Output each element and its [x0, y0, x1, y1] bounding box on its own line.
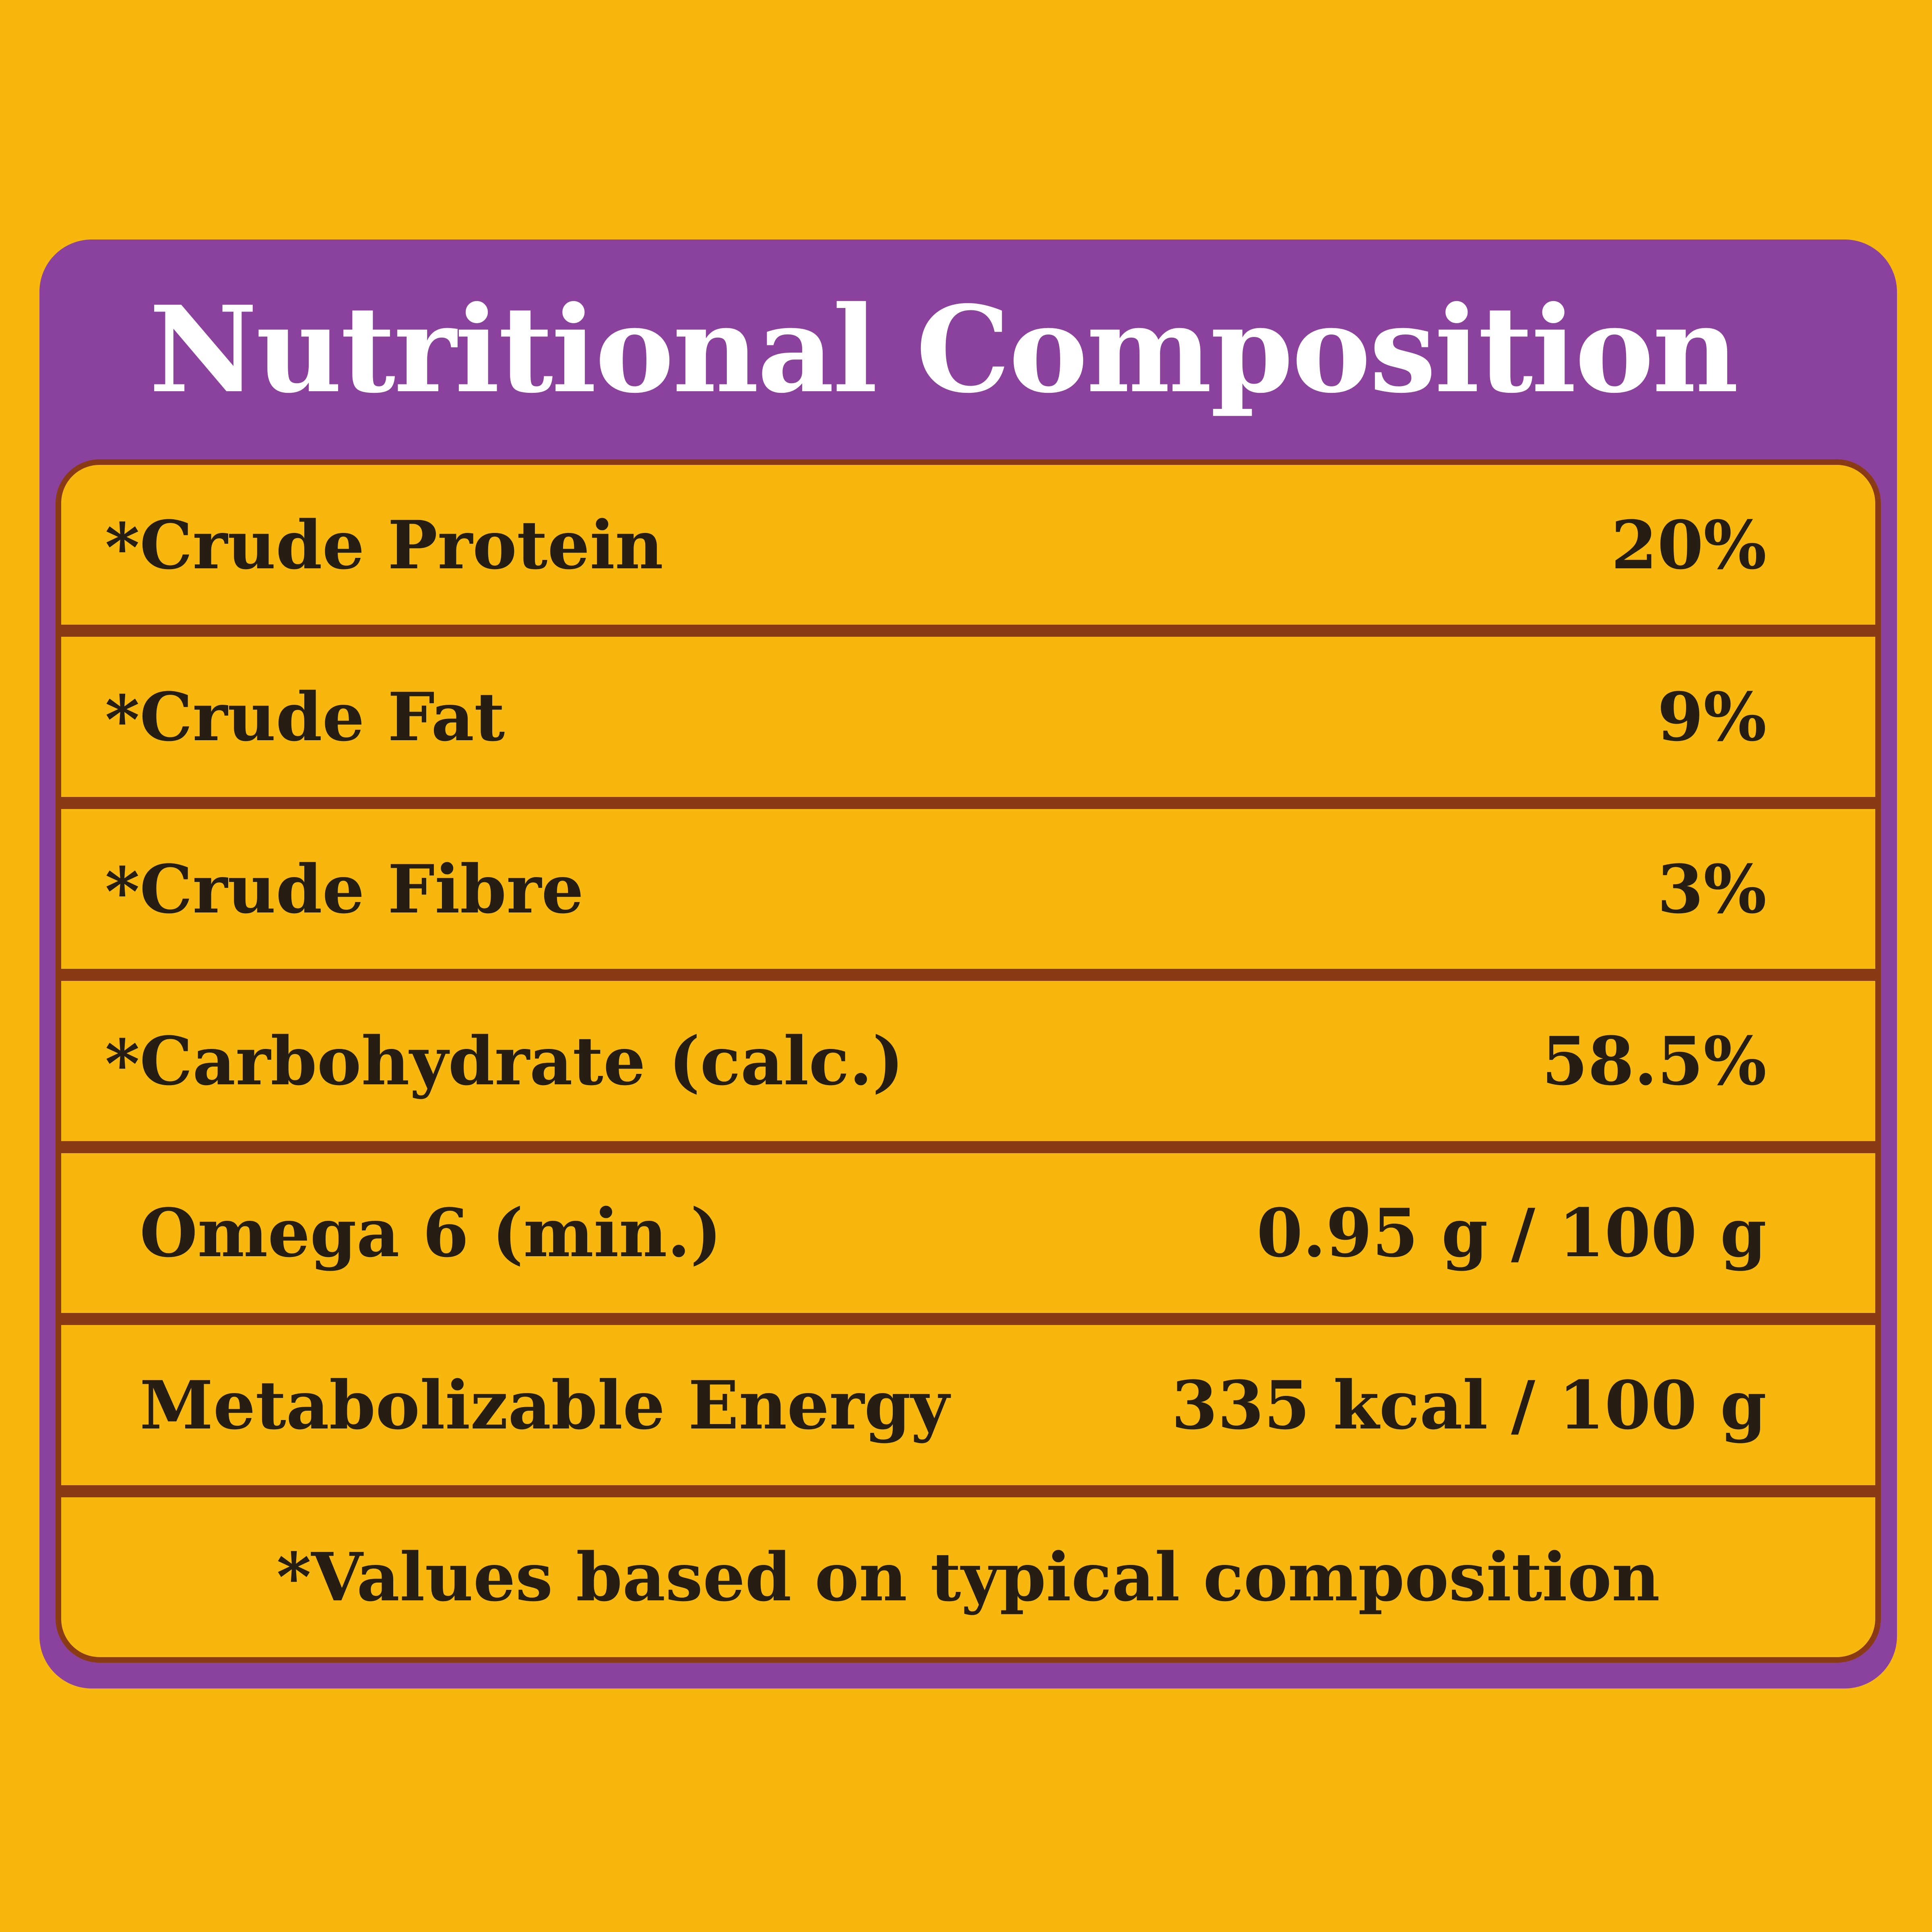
row-value: 0.95 g / 100 g — [1256, 1194, 1767, 1272]
table-row-omega-6: Omega 6 (min.) 0.95 g / 100 g — [61, 1153, 1875, 1313]
row-label: * Crude Fibre — [105, 850, 584, 931]
row-value: 335 kcal / 100 g — [1171, 1366, 1767, 1444]
row-label: * Crude Fat — [105, 678, 505, 759]
nutrition-table: * Crude Protein 20% * Crude Fat 9% * Crude … — [56, 459, 1881, 1663]
row-value: 9% — [1657, 678, 1767, 756]
table-row-metabolizable-energy: Metabolizable Energy 335 kcal / 100 g — [61, 1325, 1875, 1485]
row-label-text: Crude Fibre — [140, 850, 584, 928]
nutrition-panel: Nutritional Composition * Crude Protein 2… — [39, 239, 1897, 1688]
table-row-crude-protein: * Crude Protein 20% — [61, 465, 1875, 625]
table-footnote: *Values based on typical composition — [61, 1497, 1875, 1657]
row-value: 20% — [1611, 506, 1767, 584]
row-label: * Crude Protein — [105, 506, 663, 587]
row-label-text: Omega 6 (min.) — [140, 1194, 722, 1272]
row-label: Metabolizable Energy — [140, 1366, 949, 1444]
table-row-carbohydrate: * Carbohydrate (calc.) 58.5% — [61, 981, 1875, 1141]
panel-title: Nutritional Composition — [149, 279, 1739, 419]
row-label: Omega 6 (min.) — [140, 1194, 722, 1272]
row-value: 58.5% — [1542, 1022, 1767, 1100]
row-label: * Carbohydrate (calc.) — [105, 1022, 904, 1103]
row-value: 3% — [1657, 850, 1767, 928]
footnote-text: *Values based on typical composition — [276, 1538, 1660, 1616]
row-label-text: Crude Fat — [140, 678, 505, 756]
row-label-text: Crude Protein — [140, 506, 663, 584]
row-label-text: Carbohydrate (calc.) — [140, 1022, 904, 1100]
row-label-text: Metabolizable Energy — [140, 1366, 949, 1444]
table-row-crude-fat: * Crude Fat 9% — [61, 637, 1875, 797]
table-row-crude-fibre: * Crude Fibre 3% — [61, 809, 1875, 969]
